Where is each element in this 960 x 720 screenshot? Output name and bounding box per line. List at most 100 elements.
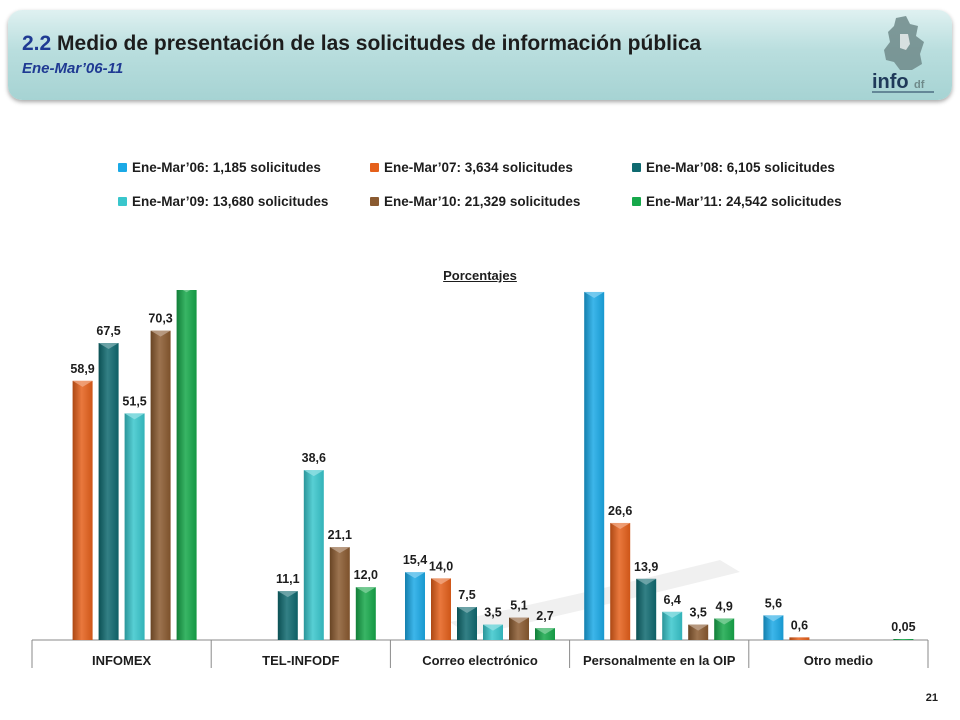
bar-cap — [610, 522, 631, 529]
bar — [431, 578, 451, 640]
bar-cap — [763, 615, 784, 622]
bar-cap — [714, 618, 735, 625]
legend-label: Ene-Mar’10: 21,329 solicitudes — [384, 194, 581, 209]
legend-label: Ene-Mar’07: 3,634 solicitudes — [384, 160, 573, 175]
bar-cap — [636, 578, 657, 585]
data-label: 21,1 — [328, 528, 352, 542]
legend-swatch — [370, 197, 379, 206]
title-number: 2.2 — [22, 32, 52, 55]
data-label: 3,5 — [690, 606, 707, 620]
legend-label: Ene-Mar’09: 13,680 solicitudes — [132, 194, 329, 209]
logo-text: info — [872, 71, 909, 93]
bar-cap — [329, 547, 350, 554]
bar — [405, 572, 425, 640]
data-label: 5,6 — [765, 596, 782, 610]
data-label: 4,9 — [716, 599, 733, 613]
category-label: Otro medio — [804, 653, 873, 668]
bar-cap — [483, 624, 503, 631]
bar — [277, 591, 298, 640]
data-label: 0,05 — [891, 620, 915, 634]
data-label: 11,1 — [276, 572, 300, 586]
bar — [584, 291, 605, 640]
legend-label: Ene-Mar’11: 24,542 solicitudes — [646, 194, 842, 209]
logo-suffix: df — [914, 79, 925, 91]
data-label: 12,0 — [354, 568, 378, 582]
legend-swatch — [632, 163, 641, 172]
data-label: 3,5 — [484, 606, 501, 620]
bar — [98, 343, 119, 640]
bar — [688, 624, 709, 640]
bar-cap — [303, 470, 324, 477]
category-label: TEL-INFODF — [262, 653, 339, 668]
bar — [763, 615, 784, 640]
bar-cap — [509, 617, 529, 624]
bar — [893, 639, 914, 640]
legend-swatch — [118, 197, 127, 206]
bar-cap — [662, 611, 683, 618]
legend-label: Ene-Mar’08: 6,105 solicitudes — [646, 160, 835, 175]
bar-cap — [584, 291, 605, 298]
bar-cap — [535, 628, 555, 635]
category-label: Personalmente en la OIP — [583, 653, 736, 668]
legend-item: Ene-Mar’07: 3,634 solicitudes — [370, 160, 573, 175]
data-label: 5,1 — [510, 599, 527, 613]
data-label: 6,4 — [664, 593, 681, 607]
data-label: 15,4 — [403, 553, 427, 567]
bar-cap — [431, 578, 451, 585]
bar — [483, 624, 503, 640]
title-text: Medio de presentación de las solicitudes… — [57, 32, 702, 55]
bar — [509, 617, 529, 640]
data-label: 0,6 — [791, 618, 808, 632]
data-label: 2,7 — [536, 609, 553, 623]
bar — [714, 618, 735, 640]
bar-cap — [98, 343, 119, 349]
data-label: 13,9 — [634, 560, 658, 574]
bar — [355, 587, 376, 640]
legend-item: Ene-Mar’11: 24,542 solicitudes — [632, 194, 842, 209]
bar-cap — [688, 624, 709, 631]
page-subtitle: Ene-Mar’06-11 — [22, 60, 124, 77]
chart-title: Porcentajes — [443, 268, 517, 283]
data-label: 38,6 — [302, 451, 326, 465]
data-label: 67,5 — [96, 324, 120, 338]
bar-cap — [182, 290, 191, 293]
data-label: 58,9 — [70, 362, 94, 376]
data-label: 51,5 — [122, 394, 146, 408]
bar — [636, 578, 657, 640]
legend-swatch — [118, 163, 127, 172]
bar — [610, 522, 631, 640]
category-label: INFOMEX — [92, 653, 152, 668]
legend-item: Ene-Mar’10: 21,329 solicitudes — [370, 194, 580, 209]
bar-cap — [72, 380, 93, 387]
data-label: 7,5 — [458, 588, 475, 602]
data-label: 70,3 — [148, 312, 172, 326]
category-label: Correo electrónico — [422, 653, 538, 668]
data-label: 14,0 — [429, 559, 453, 573]
data-label: 26,6 — [608, 504, 632, 518]
bar — [124, 413, 145, 640]
bar-chart: 58,967,551,570,380,4INFOMEX11,138,621,11… — [31, 290, 929, 668]
legend-swatch — [632, 197, 641, 206]
page-title: 2.2 Medio de presentación de las solicit… — [22, 32, 701, 56]
header-banner: 2.2 Medio de presentación de las solicit… — [8, 10, 952, 100]
legend-item: Ene-Mar’08: 6,105 solicitudes — [632, 160, 835, 175]
bar — [789, 637, 810, 640]
bar — [457, 607, 477, 640]
page-number: 21 — [925, 692, 938, 704]
bar-cap — [405, 572, 425, 579]
bar-cap — [457, 607, 477, 613]
bar-cap — [124, 413, 145, 420]
bar — [303, 470, 324, 640]
bar — [72, 380, 93, 640]
legend-label: Ene-Mar’06: 1,185 solicitudes — [132, 160, 321, 175]
bar — [150, 330, 171, 640]
infodf-logo-icon: info df — [872, 16, 934, 93]
legend-item: Ene-Mar’09: 13,680 solicitudes — [118, 194, 328, 209]
bar — [329, 547, 350, 640]
bar — [662, 611, 683, 640]
legend-item: Ene-Mar’06: 1,185 solicitudes — [118, 160, 321, 175]
bar-cap — [355, 587, 376, 594]
bar-cap — [150, 330, 171, 337]
chart-legend: Ene-Mar’06: 1,185 solicitudes Ene-Mar’07:… — [118, 160, 898, 230]
bar — [176, 290, 197, 640]
